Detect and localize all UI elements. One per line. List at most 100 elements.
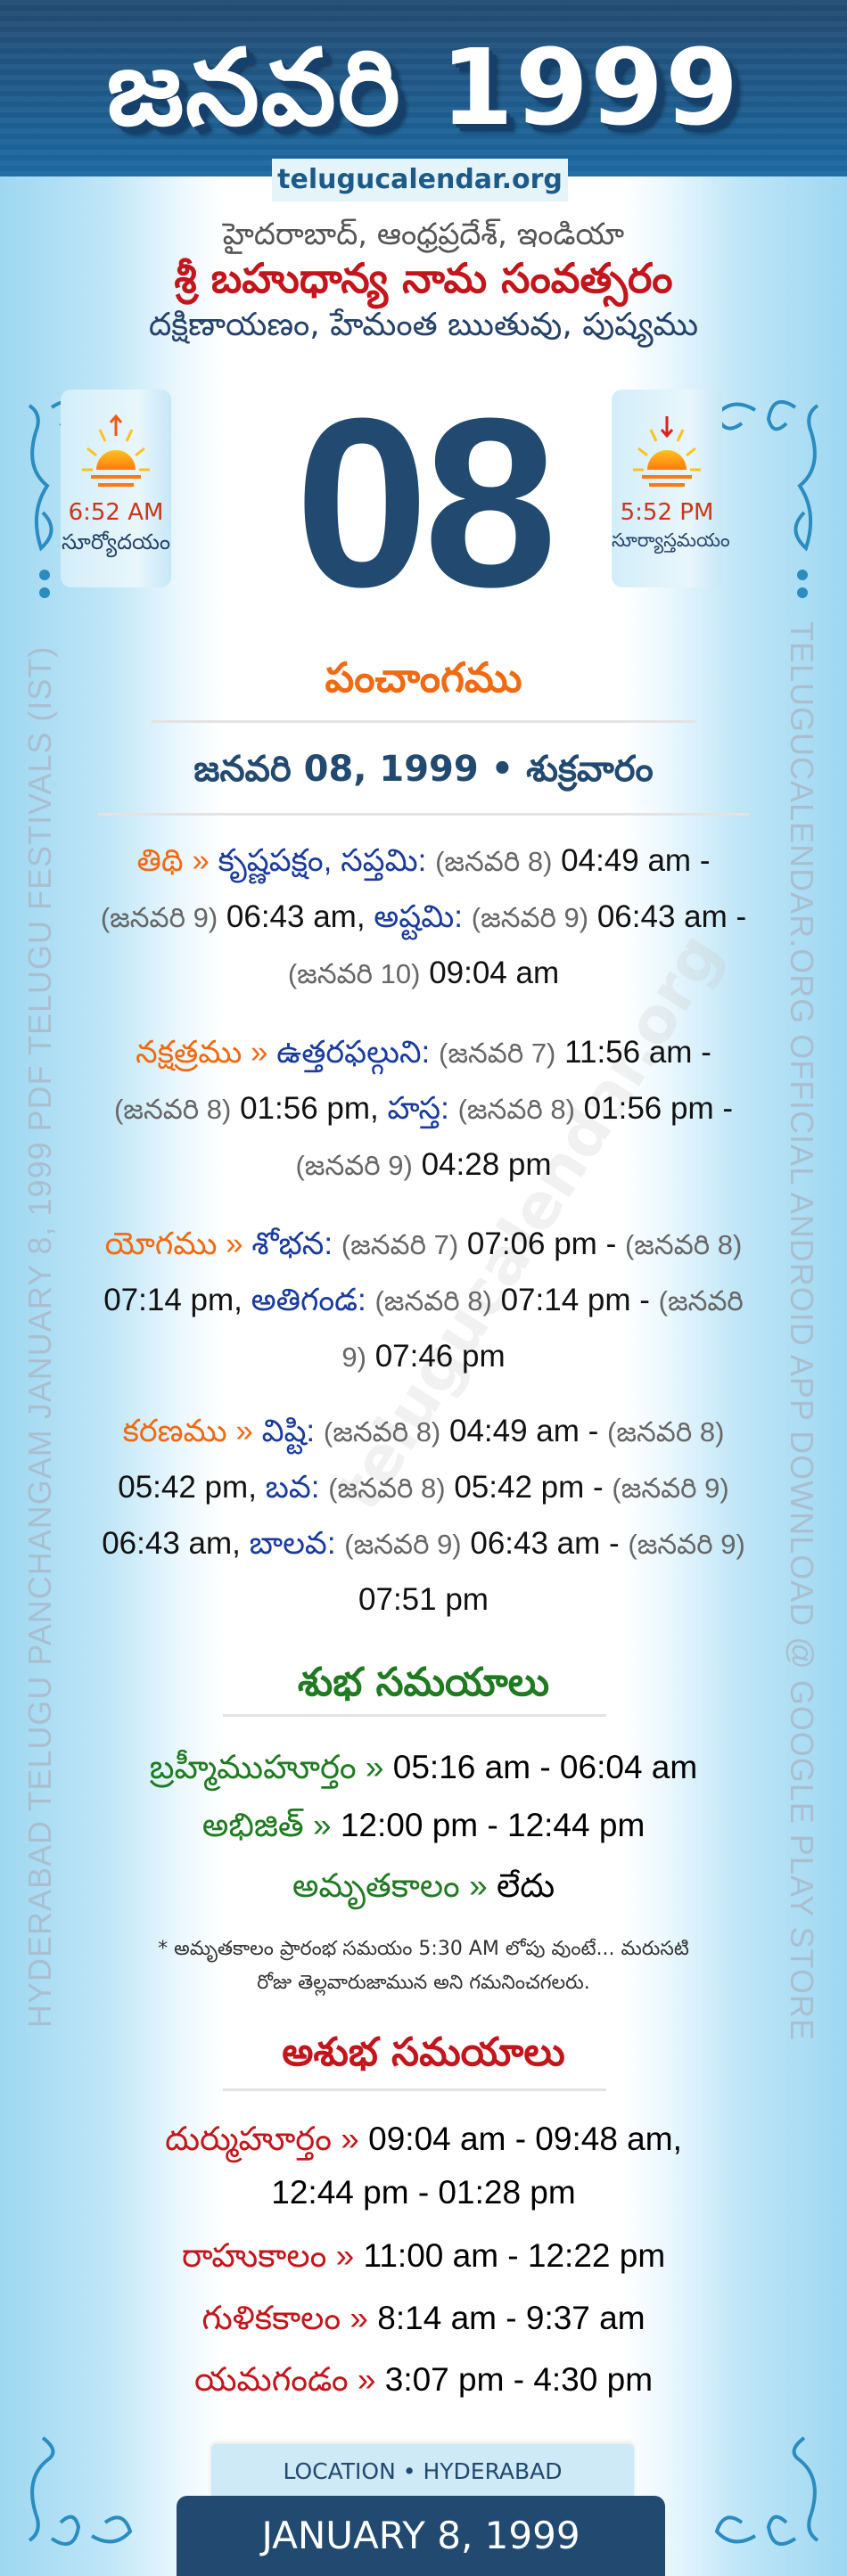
- end-time: 07:14 pm: [103, 1283, 234, 1317]
- ornament-top-right-icon: [714, 399, 819, 598]
- separator: [370, 1091, 387, 1126]
- separator: [232, 1526, 249, 1561]
- site-link[interactable]: telugucalendar.org: [272, 159, 568, 201]
- start-time: 07:06 pm: [466, 1226, 597, 1261]
- row-value: లేదు: [496, 1867, 555, 1904]
- item-name: హస్త:: [387, 1091, 449, 1126]
- item-name: సప్తమి:: [341, 843, 427, 878]
- sunset-icon: [633, 416, 701, 487]
- location-tab[interactable]: LOCATION • HYDERABAD: [211, 2444, 634, 2499]
- auspicious-row-amrita: అమృతకాలం » లేదు: [0, 1859, 847, 1913]
- item-name: అష్టమి:: [374, 899, 464, 934]
- start-date: (జనవరి 8): [328, 1473, 446, 1504]
- separator: [631, 1283, 659, 1317]
- item-name: విష్టి:: [261, 1414, 316, 1448]
- start-time: 11:56 am: [564, 1035, 693, 1070]
- end-date: (జనవరి 8): [624, 1229, 743, 1260]
- footer-date: JANUARY 8, 1999: [177, 2496, 665, 2576]
- sunrise-card: 6:52 AM సూర్యోదయం: [61, 390, 171, 587]
- end-date: (జనవరి 10): [287, 958, 421, 989]
- separator: [714, 1091, 733, 1126]
- end-time: 06:43 am: [102, 1526, 233, 1561]
- panchangam-karanam: కరణము » విష్టి: (జనవరి 8) 04:49 am(జనవరి…: [98, 1404, 749, 1628]
- end-date: (జనవరి 9): [295, 1150, 413, 1181]
- start-time: 06:43 am: [470, 1526, 601, 1561]
- item-name: బవ:: [265, 1470, 320, 1505]
- divider: [152, 720, 695, 723]
- end-time: 05:42 pm: [118, 1470, 249, 1505]
- row-label: అమృతకాలం »: [292, 1867, 488, 1904]
- start-date: (జనవరి 8): [435, 846, 553, 877]
- auspicious-row-brahma: బ్రహ్మీముహూర్తం » 05:16 am - 06:04 am: [0, 1741, 847, 1794]
- start-date: (జనవరి 7): [341, 1229, 459, 1260]
- divider: [223, 2088, 606, 2091]
- separator: [597, 1226, 625, 1261]
- amrita-footnote: * అమృతకాలం ప్రారంభ సమయం 5:30 AM లోపు వుం…: [107, 1932, 740, 2000]
- sunset-label: సూర్యాస్తమయం: [612, 529, 730, 551]
- separator: [357, 899, 374, 934]
- separator: [691, 843, 710, 878]
- panchangam-heading: పంచాంగము: [325, 653, 522, 701]
- end-time: 06:43 am: [226, 899, 357, 934]
- row-label: గుళికకాలం »: [201, 2300, 369, 2336]
- entry-label: తిథి »: [136, 843, 210, 878]
- item-name: బాలవ:: [249, 1526, 336, 1561]
- page-title: జనవరి 1999: [106, 26, 741, 149]
- inauspicious-row-durmuhurtam-2: 12:44 pm - 01:28 pm: [0, 2166, 847, 2219]
- sunrise-icon: [82, 414, 150, 487]
- separator: [728, 899, 746, 934]
- footnote-line: * అమృతకాలం ప్రారంభ సమయం 5:30 AM లోపు వుం…: [158, 1938, 689, 1960]
- row-value: 05:16 am - 06:04 am: [392, 1749, 698, 1785]
- start-time: 04:49 am: [449, 1414, 580, 1448]
- end-time: 01:56 pm: [240, 1091, 371, 1126]
- separator: [248, 1470, 265, 1505]
- row-value: 09:04 am - 09:48 am,: [368, 2121, 682, 2157]
- end-date: (జనవరి 9): [612, 1473, 729, 1504]
- ornament-bottom-right-icon: [714, 2436, 819, 2547]
- end-date: (జనవరి 9): [628, 1529, 745, 1560]
- panchangam-yogam: యోగము » శోభన: (జనవరి 7) 07:06 pm (జనవరి 8…: [98, 1217, 749, 1385]
- date-heading: జనవరి 08, 1999 • శుక్రవారం: [193, 749, 654, 790]
- start-date: (జనవరి 8): [374, 1285, 492, 1317]
- start-date: (జనవరి 9): [344, 1529, 462, 1560]
- divider: [98, 813, 749, 816]
- samvatsaram-title: శ్రీ బహుధాన్య నామ సంవత్సరం: [174, 254, 673, 302]
- end-date: (జనవరి 9): [341, 1285, 744, 1373]
- row-value: 11:00 am - 12:22 pm: [363, 2237, 666, 2274]
- row-value: 3:07 pm - 4:30 pm: [384, 2361, 654, 2398]
- row-value: 8:14 am - 9:37 am: [377, 2300, 646, 2336]
- entry-label: కరణము »: [122, 1414, 253, 1448]
- row-label: దుర్ముహూర్తం »: [165, 2121, 359, 2157]
- end-date: (జనవరి 8): [113, 1094, 232, 1125]
- row-value: 12:44 pm - 01:28 pm: [271, 2174, 576, 2211]
- start-time: 05:42 pm: [454, 1470, 585, 1505]
- inauspicious-heading: అశుభ సమయాలు: [282, 2030, 565, 2075]
- row-value: 12:00 pm - 12:44 pm: [340, 1807, 646, 1843]
- end-date: (జనవరి 9): [100, 902, 218, 933]
- start-time: 06:43 am: [596, 899, 728, 934]
- paksha: కృష్ణపక్షం,: [218, 843, 341, 878]
- end-time: 07:46 pm: [374, 1339, 506, 1374]
- entry-label: నక్షత్రము »: [136, 1035, 268, 1070]
- inauspicious-row-gulika: గుళికకాలం » 8:14 am - 9:37 am: [0, 2292, 847, 2345]
- ornament-bottom-left-icon: [28, 2436, 133, 2547]
- row-label: రాహుకాలం »: [181, 2237, 355, 2274]
- start-time: 07:14 pm: [500, 1283, 631, 1317]
- separator: [600, 1526, 628, 1561]
- ritu-line: దక్షిణాయణం, హేమంత ఋతువు, పుష్యము: [148, 307, 699, 343]
- panchangam-tithi: తిథి » కృష్ణపక్షం, సప్తమి: (జనవరి 8) 04:…: [98, 833, 749, 1002]
- separator: [234, 1283, 251, 1317]
- sunrise-label: సూర్యోదయం: [61, 529, 171, 554]
- start-date: (జనవరి 8): [323, 1416, 441, 1448]
- start-date: (జనవరి 8): [457, 1094, 575, 1125]
- end-time: 09:04 am: [429, 956, 560, 990]
- item-name: ఉత్తరఫల్గుని:: [276, 1035, 431, 1070]
- start-date: (జనవరి 7): [439, 1038, 556, 1069]
- end-date: (జనవరి 8): [607, 1416, 725, 1448]
- item-name: అతిగండ:: [251, 1283, 366, 1317]
- row-label: బ్రహ్మీముహూర్తం »: [149, 1749, 384, 1785]
- footnote-line: రోజు తెల్లవారుజామున అని గమనించగలరు.: [257, 1972, 590, 1994]
- inauspicious-row-durmuhurtam: దుర్ముహూర్తం » 09:04 am - 09:48 am,: [0, 2112, 847, 2166]
- end-time: 04:28 pm: [421, 1147, 552, 1182]
- sunset-card: 5:52 PM సూర్యాస్తమయం: [612, 390, 730, 587]
